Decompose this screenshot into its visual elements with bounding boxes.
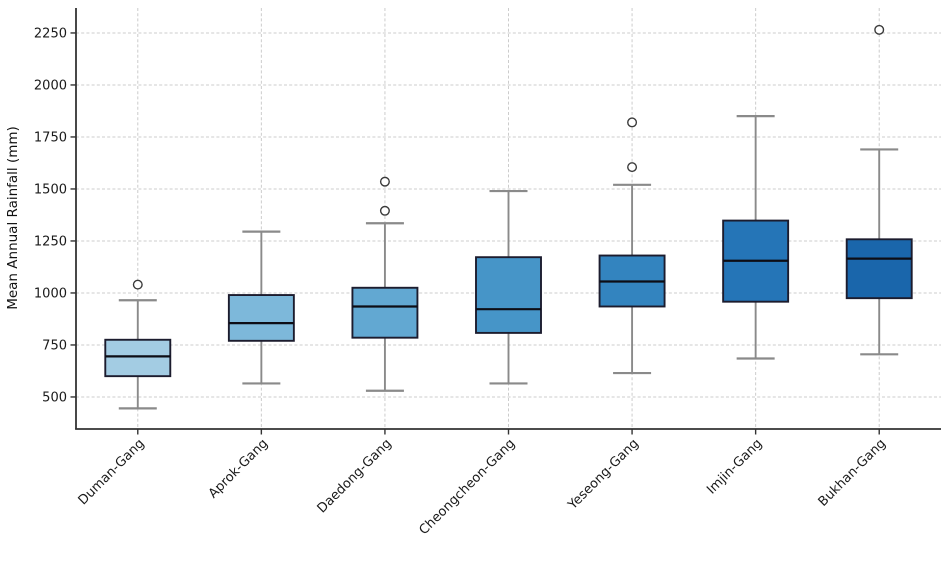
outlier-marker (874, 24, 885, 35)
x-tick-label: Aprok-Gang (206, 436, 271, 501)
outlier-marker (132, 279, 143, 290)
outlier-marker (379, 205, 390, 216)
boxplot-daedong-gang (351, 176, 419, 392)
iqr-box (475, 256, 542, 334)
boxplot-aprok-gang (227, 230, 295, 385)
box-layer (104, 24, 913, 410)
y-tick-label: 750 (42, 338, 67, 353)
outlier-marker (627, 162, 638, 173)
y-tick-label: 1000 (34, 286, 67, 301)
iqr-box (104, 338, 172, 378)
outlier-marker (379, 176, 390, 187)
x-tick-label: Cheongcheon-Gang (416, 436, 518, 538)
boxplot-duman-gang (104, 279, 172, 410)
y-tick-label: 500 (42, 390, 67, 405)
x-tick-label: Imjin-Gang (704, 436, 765, 497)
y-tick-label: 1750 (34, 130, 67, 145)
boxplot-cheongcheon-gang (475, 189, 542, 385)
y-tick-label: 2000 (34, 78, 67, 93)
outlier-marker (627, 117, 638, 128)
x-tick-label: Duman-Gang (76, 436, 148, 508)
boxplot-imjin-gang (722, 115, 790, 360)
y-tick-label: 1250 (34, 234, 67, 249)
y-tick-label: 2250 (34, 26, 67, 41)
x-tick-label: Bukhan-Gang (816, 436, 889, 509)
boxplot-bukhan-gang (845, 24, 913, 356)
iqr-box (351, 286, 419, 339)
x-tick-label: Yeseong-Gang (565, 436, 642, 513)
boxplot-yeseong-gang (598, 117, 666, 375)
iqr-box (227, 294, 295, 342)
y-axis-title: Mean Annual Rainfall (mm) (5, 126, 21, 310)
iqr-box (845, 238, 913, 300)
y-tick-label: 1500 (34, 182, 67, 197)
x-tick-label: Daedong-Gang (315, 436, 395, 516)
